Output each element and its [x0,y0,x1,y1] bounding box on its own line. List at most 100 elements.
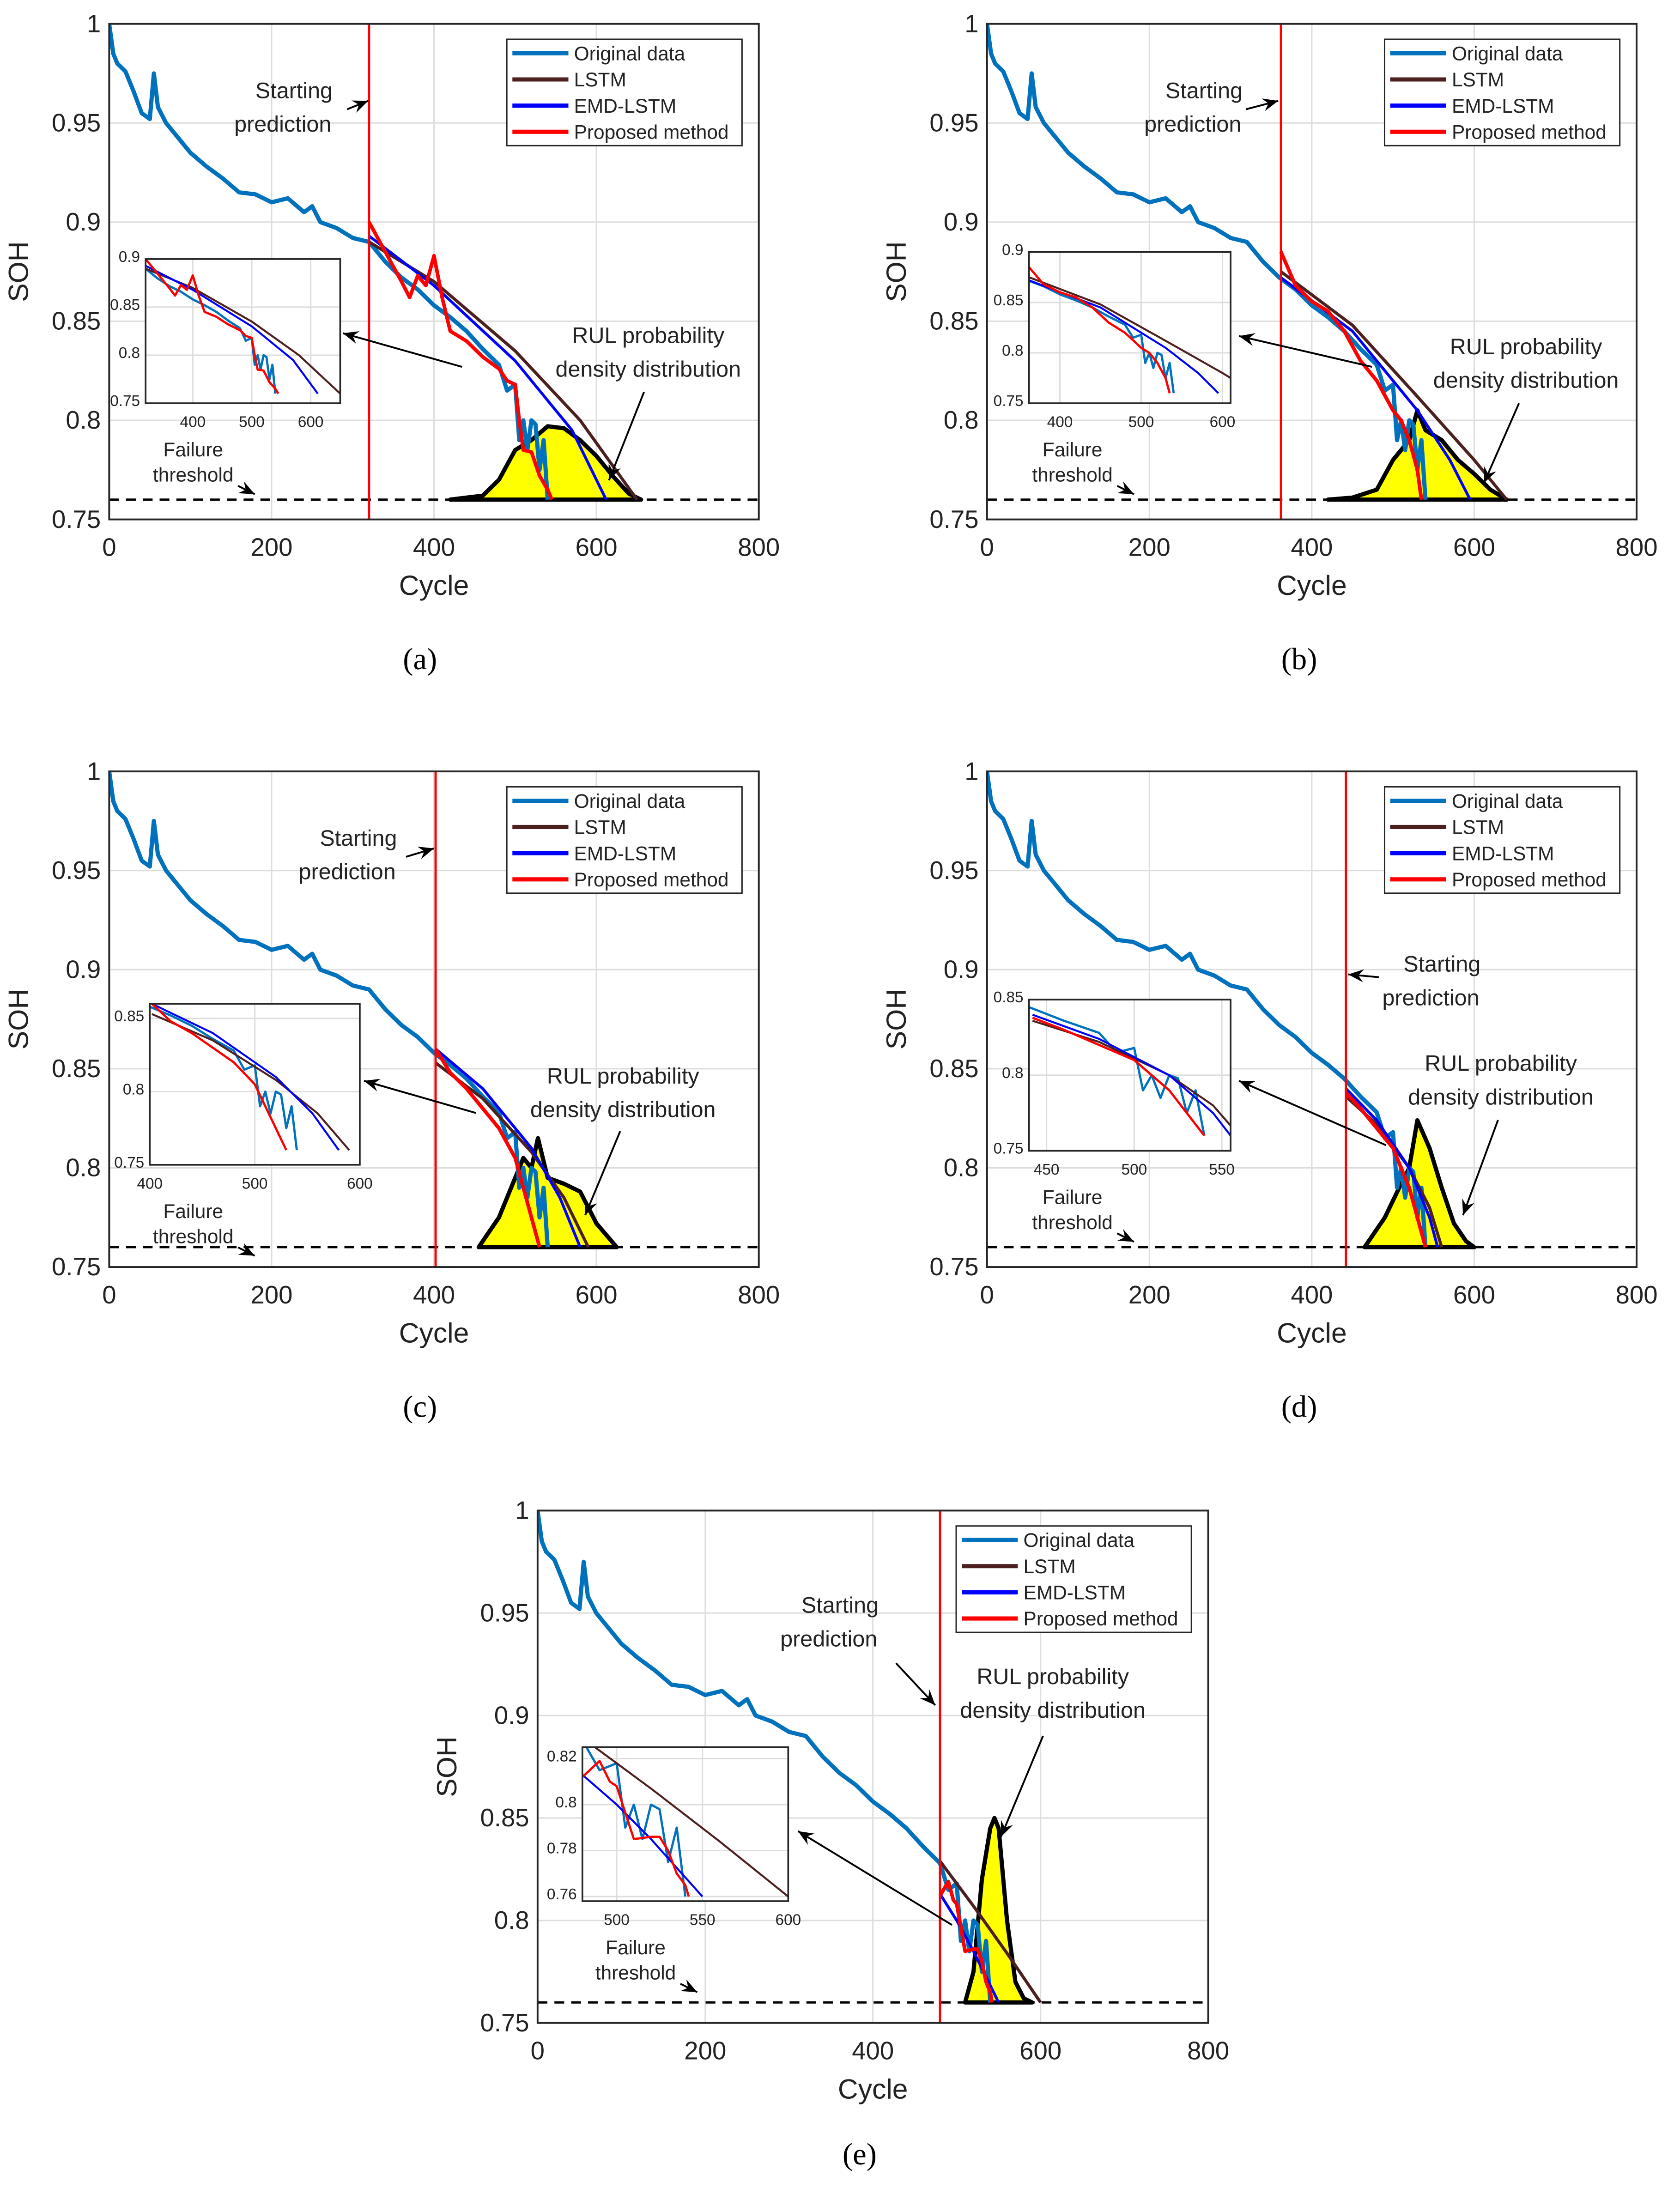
inset-y-tick: 0.78 [547,1840,577,1857]
y-tick-label: 0.9 [66,955,101,983]
subplot-caption: (e) [843,2138,877,2171]
y-tick-label: 0.8 [66,1154,101,1182]
inset-box [582,1746,789,1902]
inset-arrow [1238,335,1372,368]
inset-y-tick: 0.8 [1002,1065,1023,1082]
failure-threshold-label: threshold [153,464,234,486]
legend-entry: Proposed method [574,121,729,143]
failure-threshold-label: threshold [153,1226,234,1248]
rul-arrow-head [1001,1820,1013,1837]
subplot-c: 0 200 400 600 800 0.75 0.8 0.85 0.9 0.95 1 Cycle SOH… [3,757,780,1424]
inset-y-tick: 0.85 [114,1008,144,1025]
rul-arrow [584,1131,621,1216]
legend-entry: Proposed method [1452,869,1607,891]
starting-prediction-label: prediction [780,1626,877,1651]
rul-arrow-head [1484,466,1497,483]
x-tick-label: 0 [980,1281,994,1309]
inset-arrow-head [798,1831,815,1845]
failure-threshold-label: Failure [163,439,223,461]
subplot-b: 0 200 400 600 800 0.75 0.8 0.85 0.9 0.95 1 Cycle SOH… [880,10,1658,676]
failure-threshold-label: Failure [1043,439,1103,461]
rul-arrow [1483,403,1520,484]
legend-entry: LSTM [1452,69,1504,91]
start-arrow-head [1348,969,1365,982]
start-arrow-head [351,100,369,113]
y-tick-label: 0.85 [929,307,978,335]
inset-y-tick: 0.75 [994,393,1024,410]
failure-threshold-label: threshold [1032,464,1113,486]
inset-emd-lstm-line [582,1774,704,1897]
y-axis-label: SOH [880,989,912,1049]
y-tick-label: 0.9 [944,208,979,236]
starting-prediction-label: Starting [320,826,397,851]
y-tick-label: 0.9 [66,208,101,236]
legend: Original data LSTM EMD-LSTM Proposed method [506,38,743,146]
x-axis-label: Cycle [399,570,469,601]
inset-original-line [1029,1006,1206,1136]
inset-original-line [585,1747,686,1897]
inset-arrow [797,1830,952,1926]
inset-original-line [146,267,277,394]
original-data-line [987,24,1428,500]
inset-emd-lstm-line [151,1004,340,1151]
legend-entry: Original data [1024,1529,1135,1551]
inset-x-tick: 500 [1128,414,1154,431]
inset-x-tick: 600 [347,1175,373,1192]
subplot-caption: (b) [1281,642,1317,676]
starting-prediction-label: prediction [1382,985,1479,1010]
y-axis-label: SOH [3,241,34,302]
inset-plot: 400 500 600 0.75 0.8 0.85 0.9 [994,242,1236,431]
inset-plot: 500 550 600 0.76 0.78 0.8 0.82 [547,1746,801,1929]
inset-proposed-line [582,1760,690,1897]
x-tick-label: 800 [1616,1281,1658,1309]
inset-y-tick: 0.8 [1002,342,1023,359]
legend-entry: Proposed method [1024,1608,1178,1630]
inset-x-tick: 550 [1209,1161,1235,1178]
inset-arrow-head [343,331,360,344]
rul-arrow [1462,1120,1499,1216]
inset-x-tick: 500 [239,414,265,431]
start-arrow-head [417,846,434,860]
starting-prediction-label: Starting [801,1593,879,1618]
x-tick-label: 400 [413,1281,455,1309]
y-tick-label: 1 [87,757,101,785]
x-tick-label: 800 [1187,2036,1229,2065]
x-axis-label: Cycle [399,1317,469,1349]
proposed-method-line [938,1879,994,2003]
y-tick-label: 0.8 [494,1906,529,1934]
y-tick-label: 0.85 [480,1804,529,1832]
rul-pdf-label: density distribution [530,1097,716,1122]
x-tick-label: 600 [1019,2036,1061,2065]
inset-proposed-line [151,1004,287,1151]
inset-x-tick: 600 [776,1912,801,1929]
subplot-caption: (c) [403,1390,437,1424]
inset-original-line [1029,279,1175,394]
y-axis-label: SOH [431,1736,462,1797]
x-tick-label: 200 [250,533,292,561]
rul-arrow [608,392,645,481]
x-tick-label: 600 [576,1281,618,1309]
subplot-e: 0 200 400 600 800 0.75 0.8 0.85 0.9 0.95 1 Cycle SOH… [431,1497,1229,2171]
emd-lstm-line [1345,1087,1439,1248]
x-tick-label: 400 [1291,1281,1333,1309]
emd-lstm-line [435,1048,582,1248]
inset-plot: 400 500 600 0.75 0.8 0.85 0.9 [110,248,341,431]
legend: Original data LSTM EMD-LSTM Proposed method [955,1525,1192,1633]
rul-arrow-head [1462,1198,1475,1215]
inset-y-tick: 0.8 [119,345,140,362]
rul-pdf-label: RUL probability [1450,334,1602,359]
starting-prediction-label: Starting [1403,952,1480,977]
inset-box [149,1003,361,1166]
inset-y-tick: 0.85 [110,297,140,314]
starting-prediction-label: Starting [255,78,333,103]
legend-entry: Original data [1452,42,1563,64]
failure-arrow-head [680,1979,697,1993]
x-tick-label: 800 [1616,533,1658,561]
legend-box [506,786,743,894]
proposed-method-line [367,221,554,501]
y-axis-label: SOH [3,989,34,1049]
y-tick-label: 0.75 [929,1253,978,1281]
x-tick-label: 200 [1128,533,1171,561]
x-tick-label: 0 [102,533,116,561]
legend-entry: EMD-LSTM [1452,95,1554,117]
